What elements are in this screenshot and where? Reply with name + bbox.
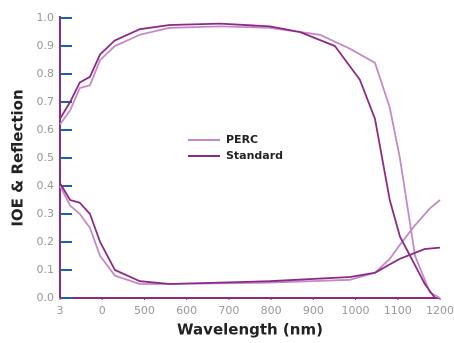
legend-label: PERC: [226, 133, 258, 146]
x-tick-label: 500: [134, 304, 155, 317]
y-axis-title: IOE & Reflection: [9, 89, 27, 226]
x-tick-label: 700: [218, 304, 239, 317]
x-tick-label: 1100: [384, 304, 412, 317]
x-tick-label: 1200: [426, 304, 454, 317]
y-tick-label: 0.1: [37, 263, 55, 276]
x-tick-label: 0: [99, 304, 106, 317]
iqe-line: [59, 25, 441, 299]
y-tick-label: 0.9: [37, 39, 55, 52]
y-tick-label: 1.0: [37, 11, 55, 24]
y-tick-label: 0.8: [37, 67, 55, 80]
y-tick-label: 0.2: [37, 235, 55, 248]
x-tick-label: 600: [176, 304, 197, 317]
y-tick-label: 0.7: [37, 95, 55, 108]
x-axis-title: Wavelength (nm): [177, 321, 323, 339]
y-tick-label: 0.3: [37, 207, 55, 220]
y-tick-label: 0.5: [37, 151, 55, 164]
reflection-line: [59, 182, 441, 285]
legend-label: Standard: [226, 149, 283, 162]
x-tick-label: 900: [303, 304, 324, 317]
x-tick-label: 800: [261, 304, 282, 317]
y-tick-label: 0.6: [37, 123, 55, 136]
reflection-line: [59, 185, 441, 285]
x-tick-label: 3: [57, 304, 64, 317]
x-tick-label: 1000: [342, 304, 370, 317]
y-tick-label: 0.0: [37, 291, 55, 304]
y-tick-label: 0.4: [37, 179, 55, 192]
iqe-line: [59, 22, 436, 299]
